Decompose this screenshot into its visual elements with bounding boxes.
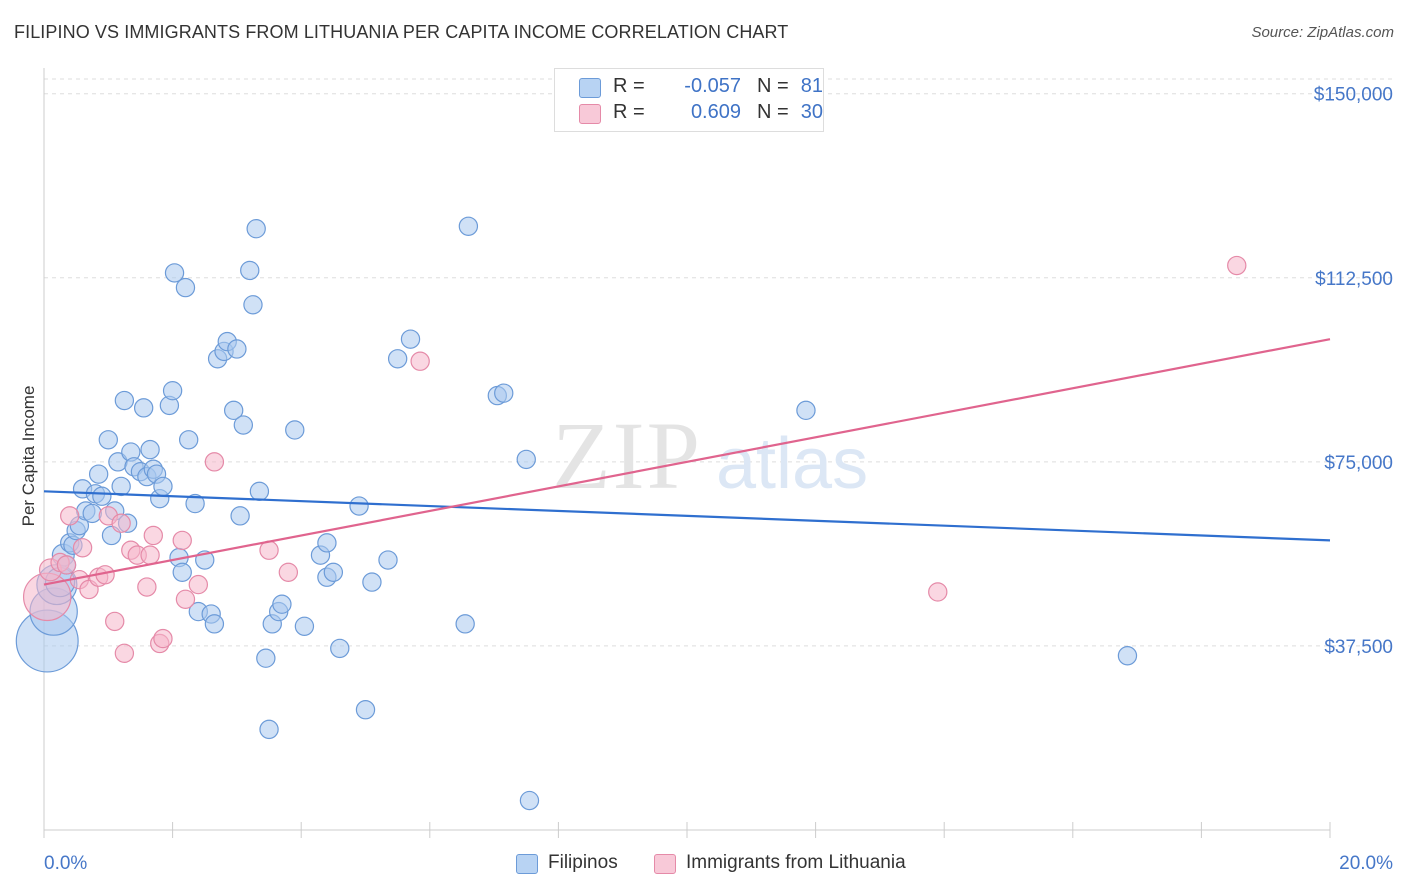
correlation-legend: R = -0.057 N = 81 R = 0.609 N = 30 <box>554 68 824 132</box>
filipino-point <box>256 648 276 668</box>
grid-layer <box>44 78 1396 647</box>
filipino-point <box>111 476 131 497</box>
filipino-point <box>223 400 244 421</box>
lithuania-point <box>60 506 80 526</box>
lithuania-point <box>153 628 173 649</box>
lithuania-point <box>278 562 299 582</box>
filipino-point <box>519 790 540 811</box>
filipino-point <box>378 550 398 570</box>
filipino-point <box>246 219 266 239</box>
filipino-point <box>272 594 292 614</box>
lithuania-point <box>72 538 93 558</box>
filipino-point <box>243 295 263 315</box>
filipino-point <box>92 486 112 506</box>
filipino-point <box>233 415 254 435</box>
filipino-point <box>153 476 173 497</box>
legend-swatch-blue <box>579 78 601 98</box>
filipino-point <box>796 400 816 421</box>
legend-n-label: N = <box>757 75 789 97</box>
axes-layer <box>43 68 1331 838</box>
legend-swatch-blue <box>516 854 538 874</box>
lithuania-point <box>105 611 125 632</box>
filipino-point <box>323 562 344 582</box>
watermark-atlas: atlas <box>716 424 868 504</box>
lithuania-point <box>1227 255 1247 276</box>
filipino-point <box>114 390 135 411</box>
legend-r-label: R = <box>613 75 645 97</box>
legend-label-lithuania: Immigrants from Lithuania <box>686 852 906 873</box>
filipino-point <box>400 329 421 349</box>
legend-n-value: 30 <box>800 101 823 123</box>
y-tick-label: $75,000 <box>1324 453 1393 474</box>
filipino-point <box>227 339 247 359</box>
filipino-point <box>249 481 270 502</box>
watermark: ZIP atlas <box>552 402 868 509</box>
y-axis-title: Per Capita Income <box>19 386 38 527</box>
y-tick-label: $150,000 <box>1314 85 1393 106</box>
filipino-point <box>387 349 408 369</box>
legend-r-value: -0.057 <box>684 75 741 97</box>
lithuania-point <box>175 589 196 609</box>
lithuania-point <box>56 555 77 575</box>
filipino-point <box>455 614 475 634</box>
chart-source: Source: ZipAtlas.com <box>1251 24 1394 41</box>
lithuania-point <box>410 351 430 371</box>
y-tick-label: $37,500 <box>1324 637 1393 658</box>
legend-n-label: N = <box>757 101 789 123</box>
lithuania-point <box>172 530 192 551</box>
lithuania-trend-line <box>43 338 1331 586</box>
lithuania-point <box>188 574 209 595</box>
filipino-point <box>362 572 382 592</box>
filipino-point <box>88 464 109 484</box>
filipino-point <box>204 614 225 634</box>
filipino-point <box>330 638 350 659</box>
filipino-point <box>185 493 205 514</box>
filipino-point <box>164 263 185 283</box>
legend-n-value: 81 <box>800 75 823 97</box>
lithuania-point <box>143 525 164 546</box>
filipino-point <box>494 383 514 403</box>
chart-title: FILIPINO VS IMMIGRANTS FROM LITHUANIA PE… <box>14 22 789 42</box>
watermark-zip: ZIP <box>552 402 702 509</box>
legend-label-filipinos: Filipinos <box>548 852 618 873</box>
legend-r-value: 0.609 <box>690 101 741 123</box>
labels-layer: $37,500 $75,000 $112,500 $150,000 0.0% 20.0% <box>44 85 1393 874</box>
filipino-point <box>294 616 315 636</box>
lithuania-point <box>114 643 135 663</box>
filipino-point <box>355 700 376 720</box>
lithuania-point <box>137 577 157 597</box>
y-tick-label: $112,500 <box>1315 269 1393 290</box>
filipino-point <box>82 503 102 524</box>
legend-swatch-pink <box>654 854 676 874</box>
filipino-point <box>458 216 479 236</box>
filipino-point <box>178 430 199 450</box>
filipino-point <box>1117 646 1138 666</box>
filipino-point <box>140 439 160 460</box>
filipino-point <box>259 719 279 740</box>
lithuania-point <box>140 545 160 565</box>
lithuania-point <box>111 513 131 533</box>
filipino-point <box>98 430 118 450</box>
legend-r-label: R = <box>613 101 645 123</box>
filipino-point <box>317 533 337 553</box>
filipino-point <box>172 562 192 582</box>
filipino-point <box>516 449 536 470</box>
trend-layer <box>43 338 1331 586</box>
filipino-point <box>133 398 154 418</box>
points-layer <box>15 216 1247 811</box>
lithuania-point <box>928 582 948 602</box>
x-tick-label: 0.0% <box>44 853 87 874</box>
lithuania-point <box>204 452 225 472</box>
filipino-point <box>230 506 250 526</box>
x-tick-label: 20.0% <box>1339 853 1393 874</box>
filipino-point <box>285 420 305 440</box>
filipino-point <box>349 496 369 516</box>
filipino-point <box>240 260 260 281</box>
filipino-trend-line <box>43 490 1331 542</box>
filipino-point <box>162 380 183 401</box>
legend-swatch-pink <box>579 104 601 124</box>
filipino-point <box>175 277 196 298</box>
